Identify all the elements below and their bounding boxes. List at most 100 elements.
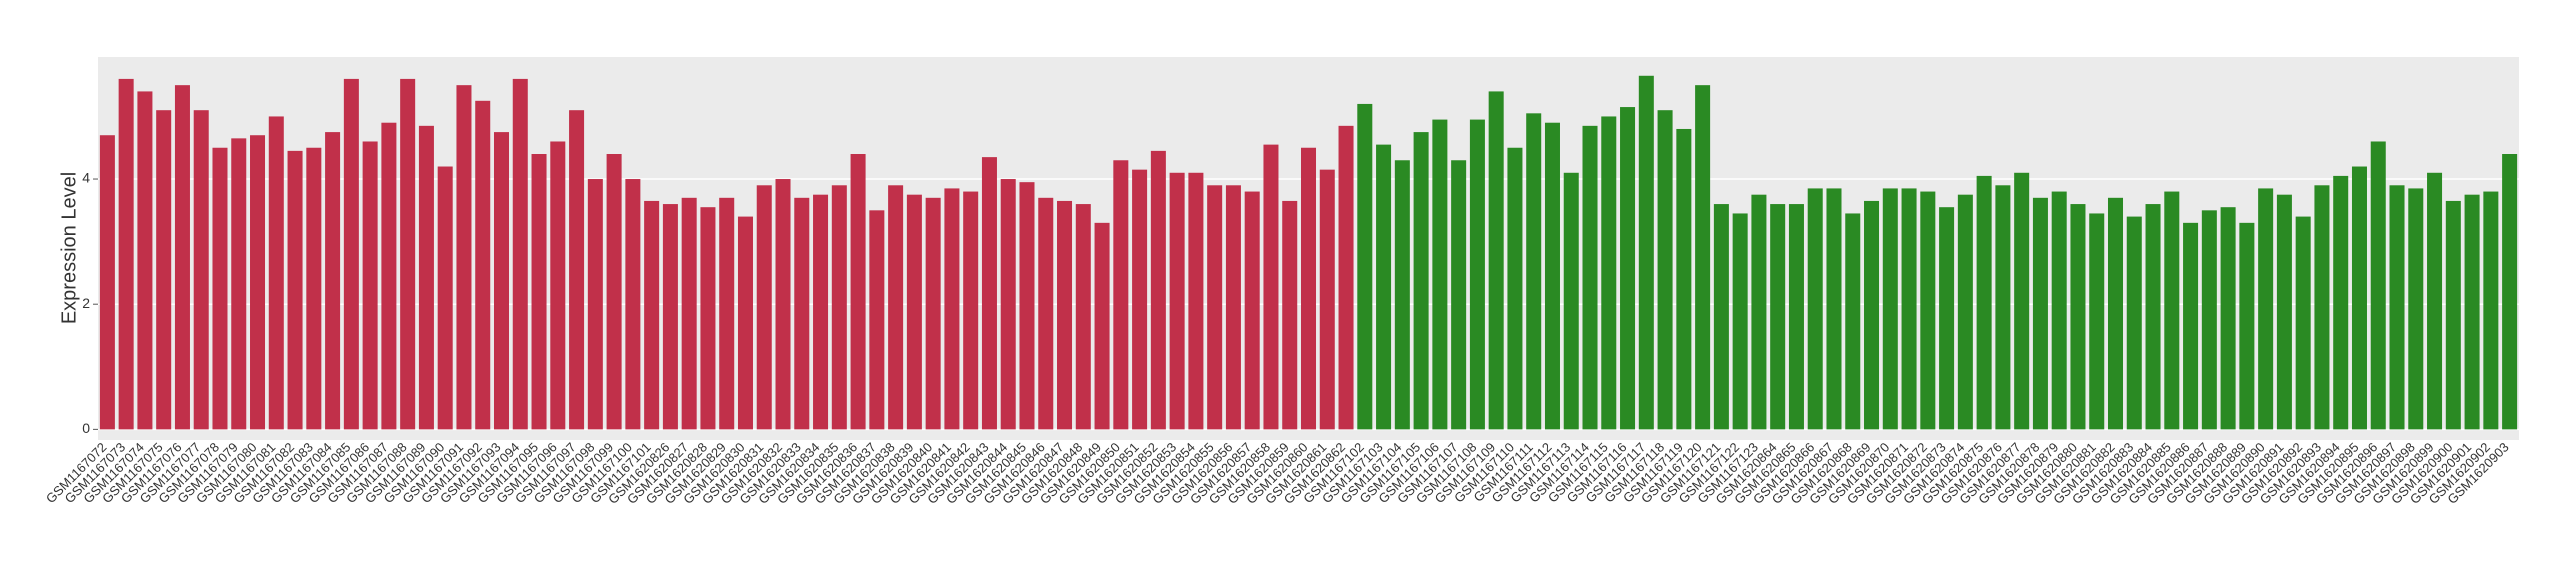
bar (1244, 191, 1260, 430)
bar (737, 216, 753, 430)
bar (662, 204, 678, 430)
bar (2032, 197, 2048, 430)
y-axis-label: Expression Level (58, 172, 80, 324)
bar (2164, 191, 2180, 430)
bar (1132, 169, 1148, 430)
bar (1864, 200, 1880, 430)
y-tick-label: 4 (82, 170, 90, 186)
bar (2314, 185, 2330, 430)
bar (2502, 154, 2518, 430)
bar (1451, 160, 1467, 430)
bar (2201, 210, 2217, 430)
bar (794, 197, 810, 430)
bar (493, 132, 510, 430)
bar (569, 110, 585, 430)
bar (174, 85, 190, 430)
bar (1113, 160, 1129, 430)
bar (606, 154, 622, 430)
bar (2014, 172, 2030, 430)
bar (1225, 185, 1241, 430)
bar (1338, 125, 1354, 430)
bar (644, 200, 660, 430)
bar (531, 154, 547, 430)
bar (2464, 194, 2480, 430)
bar (1319, 169, 1335, 430)
bar (925, 197, 941, 430)
bar (681, 197, 697, 430)
bar (475, 100, 491, 430)
bar (250, 135, 266, 430)
bar (325, 132, 341, 430)
bar (1526, 113, 1542, 430)
bar (1207, 185, 1223, 430)
bar (2483, 191, 2499, 430)
bar (1094, 222, 1110, 430)
bar (2389, 185, 2405, 430)
bar (1732, 213, 1748, 430)
bar (1788, 204, 1804, 430)
bar (362, 141, 378, 430)
bar (1657, 110, 1673, 430)
bar (1882, 188, 1898, 430)
bar (418, 125, 434, 430)
bar (2333, 175, 2349, 430)
bar (1150, 150, 1166, 430)
bar (2145, 204, 2161, 430)
bar (1638, 75, 1654, 430)
bar (2427, 172, 2443, 430)
bar (1507, 147, 1523, 430)
bar (1901, 188, 1917, 430)
bar (550, 141, 566, 430)
bar (1770, 204, 1786, 430)
bar (2258, 188, 2274, 430)
bar (756, 185, 772, 430)
y-tick-label: 0 (82, 420, 90, 436)
bar (775, 179, 791, 430)
bar (1957, 194, 1973, 430)
bar (963, 191, 979, 430)
bar (700, 207, 716, 430)
bar (1469, 119, 1485, 430)
bar (2370, 141, 2386, 430)
bar (2220, 207, 2236, 430)
bar (381, 122, 397, 430)
bar (193, 110, 209, 430)
bar (888, 185, 904, 430)
bar (1019, 182, 1035, 430)
bar (719, 197, 735, 430)
bar (1695, 85, 1711, 430)
bar (2351, 166, 2367, 430)
bar (1620, 107, 1636, 430)
bar (981, 157, 997, 430)
bar (1263, 144, 1279, 430)
bar (1169, 172, 1185, 430)
bar (268, 116, 284, 430)
bar (1300, 147, 1317, 430)
bar (1376, 144, 1392, 430)
bar (813, 194, 829, 430)
bar (944, 188, 960, 430)
bar (1676, 128, 1692, 430)
bar (1601, 116, 1617, 430)
bar (1563, 172, 1579, 430)
bar (831, 185, 847, 430)
bar (1995, 185, 2011, 430)
bar (437, 166, 453, 430)
bar (2089, 213, 2105, 430)
bar (2070, 204, 2086, 430)
bar (118, 78, 134, 430)
bar (1488, 91, 1504, 430)
bar (1038, 197, 1054, 430)
bar (1920, 191, 1936, 430)
bar (2126, 216, 2142, 430)
bar (456, 85, 472, 430)
bar (400, 78, 416, 430)
bar (1075, 204, 1091, 430)
bar (1582, 125, 1598, 430)
bar (1826, 188, 1842, 430)
bar (625, 179, 641, 430)
bar (1939, 207, 1955, 430)
bar (1845, 213, 1861, 430)
bar (343, 78, 359, 430)
